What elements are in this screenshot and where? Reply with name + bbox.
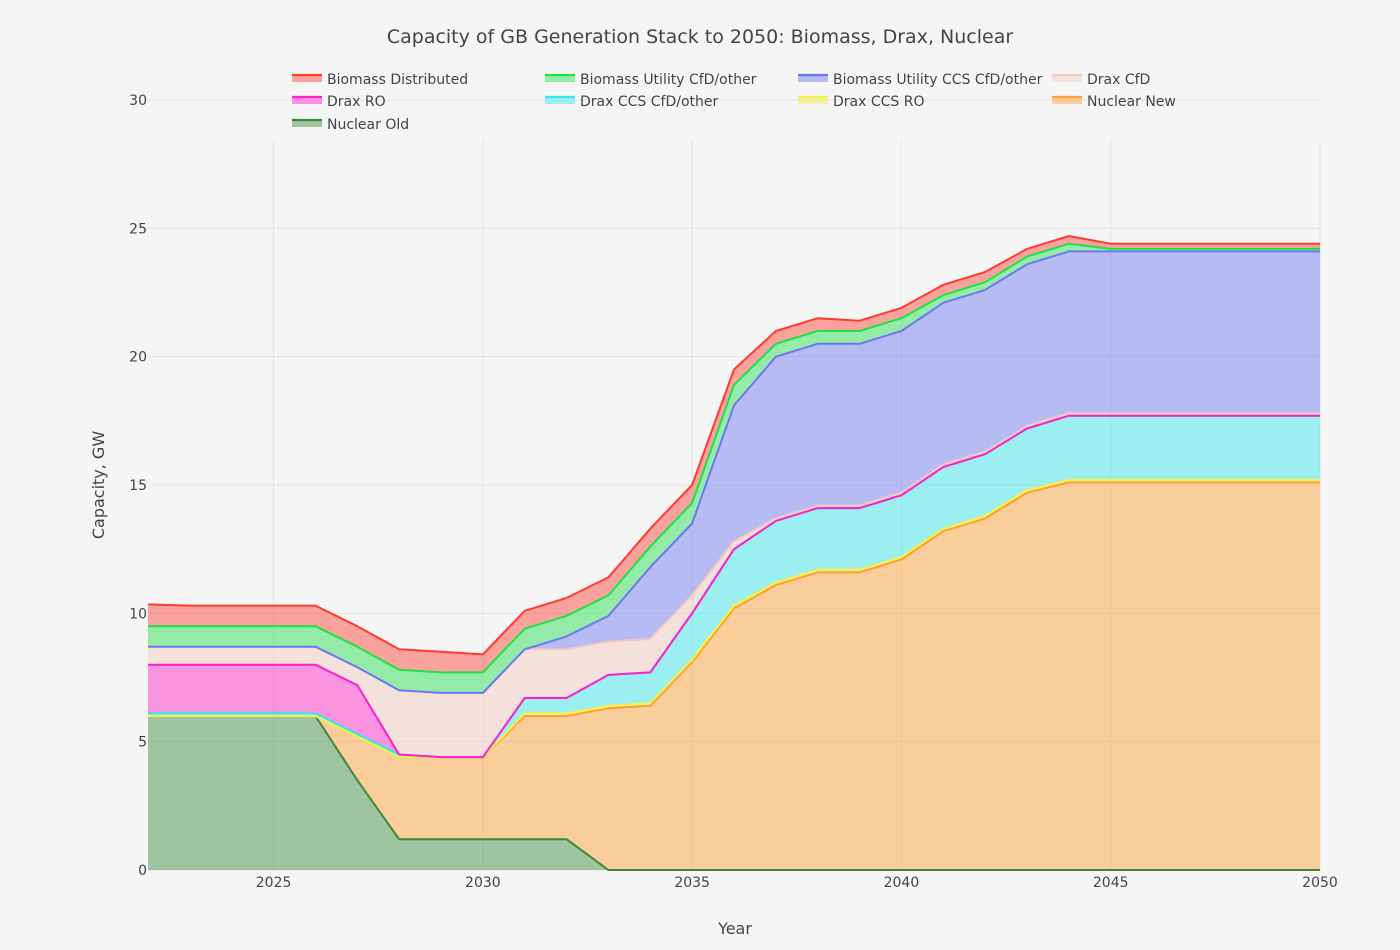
series-areas: [148, 236, 1320, 870]
legend-item-biomass-utility-ccs-cfd-other[interactable]: Biomass Utility CCS CfD/other: [798, 72, 1043, 88]
x-tick-label: 2040: [884, 875, 920, 891]
legend-label: Biomass Utility CCS CfD/other: [833, 72, 1043, 88]
legend-swatch: [292, 120, 322, 127]
x-tick-label: 2025: [256, 875, 292, 891]
x-tick-label: 2050: [1302, 875, 1338, 891]
legend-label: Biomass Utility CfD/other: [580, 72, 757, 88]
legend-item-biomass-utility-cfd-other[interactable]: Biomass Utility CfD/other: [545, 72, 757, 88]
series-lines: [147, 235, 1320, 871]
x-tick-label: 2035: [674, 875, 710, 891]
legend-label: Nuclear Old: [327, 117, 409, 133]
legend-item-drax-ro[interactable]: Drax RO: [292, 94, 386, 110]
y-axis-title: Capacity, GW: [89, 431, 108, 539]
x-axis-title: Year: [717, 919, 752, 938]
legend[interactable]: Biomass Distributed Biomass Utility CfD/o…: [292, 72, 1176, 133]
legend-item-biomass-distributed[interactable]: Biomass Distributed: [292, 72, 468, 88]
chart-title: Capacity of GB Generation Stack to 2050:…: [387, 26, 1013, 48]
y-tick-label: 30: [129, 93, 147, 109]
legend-swatch: [292, 97, 322, 104]
y-tick-label: 15: [129, 478, 147, 494]
legend-item-drax-ccs-ro[interactable]: Drax CCS RO: [798, 94, 925, 110]
x-tick-label: 2030: [465, 875, 501, 891]
line-biomass-distributed: [147, 235, 1320, 656]
area-biomass-utility-ccs-cfd-other: [148, 251, 1320, 693]
legend-swatch: [545, 97, 575, 104]
area-nuclear-new: [148, 482, 1320, 870]
legend-label: Drax CCS RO: [833, 94, 925, 110]
legend-swatch: [1052, 97, 1082, 104]
y-tick-label: 20: [129, 350, 147, 366]
legend-label: Biomass Distributed: [327, 72, 468, 88]
y-tick-label: 10: [129, 606, 147, 622]
y-tick-label: 25: [129, 221, 147, 237]
y-tick-label: 0: [138, 863, 147, 879]
legend-item-nuclear-new[interactable]: Nuclear New: [1052, 94, 1176, 110]
x-tick-label: 2045: [1093, 875, 1129, 891]
legend-label: Nuclear New: [1087, 94, 1176, 110]
legend-item-drax-cfd[interactable]: Drax CfD: [1052, 72, 1150, 88]
legend-label: Drax CfD: [1087, 72, 1150, 88]
line-drax-ro: [148, 414, 1320, 759]
line-biomass-utility-cfd-other: [148, 242, 1320, 674]
legend-swatch: [798, 97, 828, 104]
area-drax-ccs-cfd-other: [148, 415, 1320, 758]
legend-label: Drax CCS CfD/other: [580, 94, 718, 110]
legend-swatch: [545, 75, 575, 82]
line-biomass-utility-ccs-cfd-other: [148, 250, 1320, 694]
legend-swatch: [1052, 75, 1082, 82]
legend-item-nuclear-old[interactable]: Nuclear Old: [292, 117, 409, 133]
line-drax-ccs-ro: [148, 478, 1320, 759]
legend-swatch: [798, 75, 828, 82]
legend-swatch: [292, 75, 322, 82]
legend-item-drax-ccs-cfd-other[interactable]: Drax CCS CfD/other: [545, 94, 718, 110]
area-nuclear-old: [148, 716, 1320, 870]
grid-lines: [148, 99, 1321, 871]
y-tick-label: 5: [138, 735, 147, 751]
line-nuclear-old: [148, 715, 1320, 871]
legend-label: Drax RO: [327, 94, 386, 110]
